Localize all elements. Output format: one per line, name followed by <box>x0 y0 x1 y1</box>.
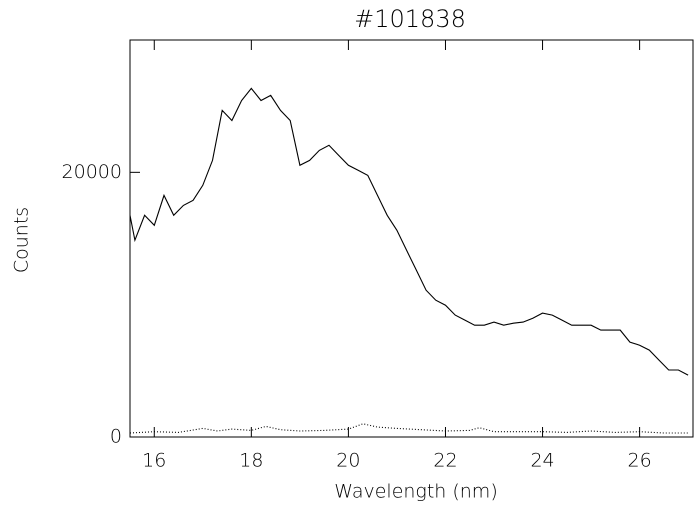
x-axis-label: Wavelength (nm) <box>334 481 497 503</box>
x-tick-label: 22 <box>433 450 457 472</box>
y-tick-label: 20000 <box>62 161 122 183</box>
x-tick-label: 20 <box>336 450 360 472</box>
data-line <box>129 87 689 376</box>
x-tick-label: 18 <box>239 450 263 472</box>
data-line <box>129 423 689 434</box>
x-tick-label: 16 <box>142 450 166 472</box>
y-axis-label: Counts <box>11 207 33 273</box>
y-tick-label: 0 <box>110 426 122 448</box>
plot-frame <box>129 39 694 438</box>
x-tick-label: 24 <box>530 450 554 472</box>
chart-title: #101838 <box>354 5 466 33</box>
x-tick-label: 26 <box>628 450 652 472</box>
